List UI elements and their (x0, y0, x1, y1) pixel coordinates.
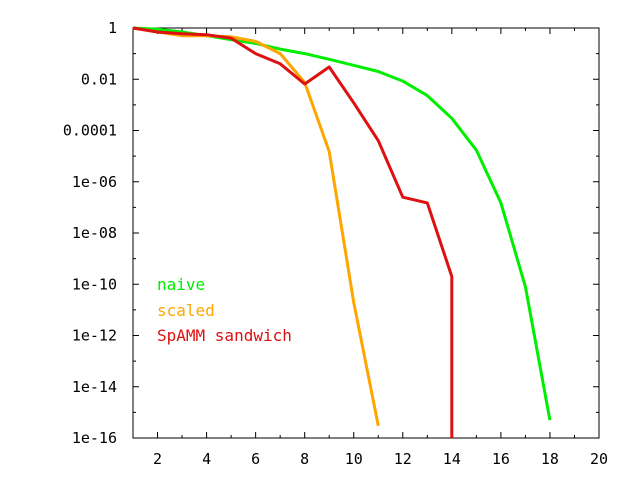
y-tick-label: 0.01 (81, 70, 117, 88)
x-tick-label: 8 (300, 450, 309, 468)
series-line-spamm-sandwich (132, 26, 454, 438)
y-tick-label: 1e-10 (72, 275, 117, 293)
plot-frame (132, 27, 600, 439)
x-tick-label: 16 (492, 450, 510, 468)
y-tick-label: 0.0001 (63, 122, 117, 140)
y-tick-label: 1e-06 (72, 173, 117, 191)
legend-label-naive: naive (157, 275, 205, 294)
legend-label-scaled: scaled (157, 301, 215, 320)
x-tick-label: 20 (590, 450, 608, 468)
x-tick-label: 12 (394, 450, 412, 468)
series-line-scaled (132, 26, 380, 427)
x-tick-label: 14 (443, 450, 461, 468)
legend-label-spamm-sandwich: SpAMM sandwich (157, 326, 292, 345)
y-tick-labels: 1 0.01 0.0001 1e-06 1e-08 1e-10 1e-12 1e-14 1e-1… (63, 19, 117, 447)
x-tick-label: 18 (541, 450, 559, 468)
x-tick-label: 4 (202, 450, 211, 468)
y-tick-label: 1e-16 (72, 429, 117, 447)
y-tick-label: 1e-12 (72, 327, 117, 345)
legend: naive scaled SpAMM sandwich (157, 275, 292, 345)
axis-ticks (132, 27, 600, 439)
y-tick-label: 1 (108, 19, 117, 37)
y-tick-label: 1e-14 (72, 378, 117, 396)
x-tick-label: 2 (153, 450, 162, 468)
x-tick-labels: 2 4 6 8 10 12 14 16 18 20 (153, 450, 608, 468)
y-tick-label: 1e-08 (72, 224, 117, 242)
x-tick-label: 6 (251, 450, 260, 468)
series-lines (132, 26, 552, 438)
x-tick-label: 10 (345, 450, 363, 468)
